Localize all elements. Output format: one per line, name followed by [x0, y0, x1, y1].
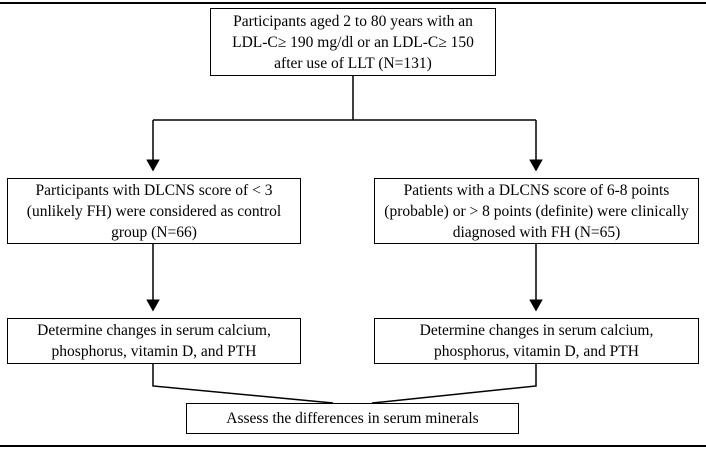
control-outcome-box: Determine changes in serum calcium, phos… — [7, 318, 301, 364]
fh-group-text: Patients with a DLCNS score of 6-8 point… — [384, 181, 689, 241]
fh-outcome-text: Determine changes in serum calcium, phos… — [419, 322, 654, 360]
final-assessment-box: Assess the differences in serum minerals — [186, 403, 519, 434]
figure-bottom-border — [0, 445, 706, 447]
fh-group-box: Patients with a DLCNS score of 6-8 point… — [374, 178, 699, 244]
top-criteria-text: Participants aged 2 to 80 years with an … — [232, 12, 474, 72]
fh-outcome-box: Determine changes in serum calcium, phos… — [374, 318, 699, 364]
final-assessment-text: Assess the differences in serum minerals — [226, 410, 479, 427]
figure-top-border — [0, 2, 706, 4]
connector-converge-right — [371, 364, 537, 404]
control-group-text: Participants with DLCNS score of < 3 (un… — [26, 181, 282, 241]
connector-converge-left — [152, 364, 334, 404]
top-criteria-box: Participants aged 2 to 80 years with an … — [210, 8, 496, 76]
control-outcome-text: Determine changes in serum calcium, phos… — [37, 322, 271, 360]
control-group-box: Participants with DLCNS score of < 3 (un… — [7, 178, 301, 244]
